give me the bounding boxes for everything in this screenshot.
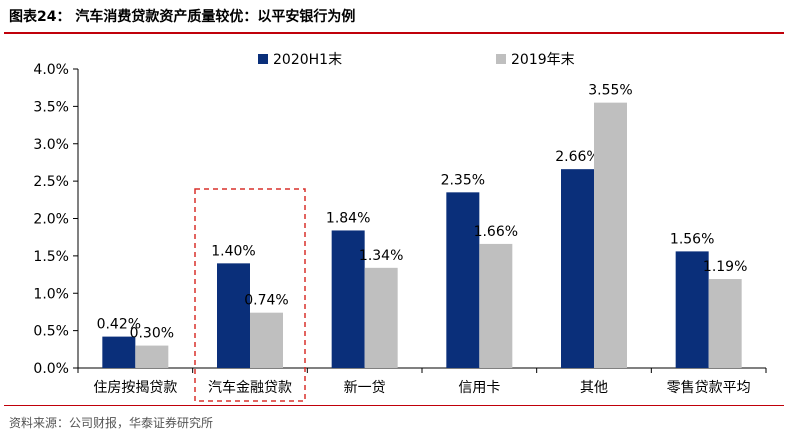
footer-divider [4,405,784,406]
y-tick-label: 1.5% [33,249,69,265]
bar [675,251,709,368]
legend-swatch [496,54,506,64]
y-tick-label: 2.5% [33,174,69,190]
bar [446,192,480,368]
data-label: 2.35% [441,172,485,188]
y-tick-label: 0.0% [33,361,69,377]
bar [135,345,169,368]
y-tick-label: 3.0% [33,137,69,153]
legend-swatch [258,54,268,64]
category-label: 信用卡 [458,380,500,396]
bar [364,267,398,368]
title-divider [4,32,784,34]
data-label: 1.84% [326,210,370,226]
bar [102,336,136,368]
figure-title: 图表24： 汽车消费贷款资产质量较优：以平安银行为例 [9,9,356,25]
y-tick-label: 3.5% [33,99,69,115]
category-label: 汽车金融贷款 [208,379,292,396]
legend-label: 2019年末 [511,52,575,68]
category-label: 其他 [580,380,608,396]
category-label: 零售贷款平均 [667,380,751,396]
bar [708,279,742,368]
bar [479,243,513,368]
data-label: 0.30% [130,326,174,342]
legend-label: 2020H1末 [273,52,342,68]
data-label: 0.42% [97,317,141,333]
y-tick-label: 0.5% [33,324,69,340]
y-tick-label: 2.0% [33,212,69,228]
source-note: 资料来源：公司财报，华泰证券研究所 [9,416,214,430]
data-label: 3.55% [588,83,632,99]
data-label: 1.56% [670,231,714,247]
highlight-box [194,188,306,402]
bar [594,102,627,368]
bar [217,263,250,368]
title-bar: 图表24： 汽车消费贷款资产质量较优：以平安银行为例 [0,0,788,32]
category-label: 新一贷 [344,380,386,396]
data-label: 0.74% [244,293,288,309]
bar [331,230,365,368]
y-tick-label: 4.0% [33,62,69,78]
bar [561,169,594,368]
data-label: 1.19% [703,259,747,275]
data-label: 1.66% [474,224,518,240]
data-label: 1.40% [211,243,255,259]
data-label: 1.34% [359,248,403,264]
category-label: 住房按揭贷款 [93,380,177,396]
y-tick-label: 1.0% [33,286,69,302]
bar [250,312,283,368]
data-label: 2.66% [555,149,599,165]
